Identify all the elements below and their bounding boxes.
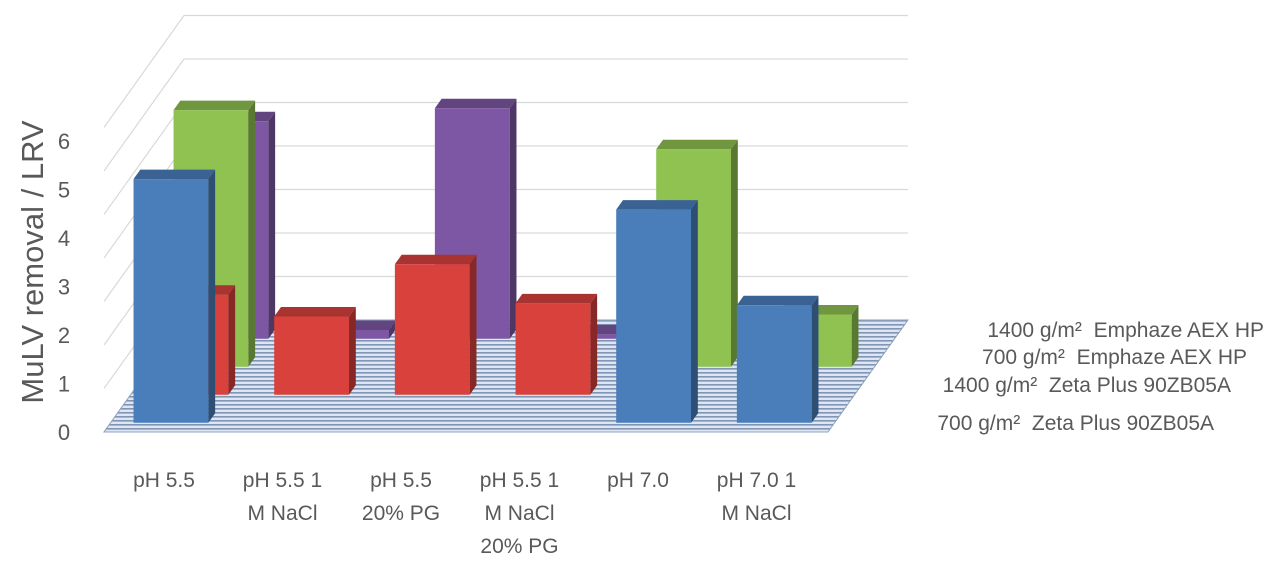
bar-top [274, 306, 356, 317]
x-tick-label: pH 5.5 [370, 469, 432, 492]
chart-bars [133, 98, 859, 423]
bar [515, 293, 598, 395]
bar [736, 295, 819, 423]
y-tick-label: 4 [58, 226, 70, 251]
bar-side [208, 169, 216, 423]
bar-side [469, 254, 477, 395]
bar-top [515, 293, 598, 304]
bar-side [691, 200, 698, 423]
bar-side [851, 305, 859, 367]
x-tick-label: pH 5.5 1 [243, 469, 322, 492]
bar [394, 254, 477, 395]
bar-side [349, 306, 356, 395]
x-tick-label: pH 7.0 [607, 469, 669, 492]
x-tick-label: M NaCl [484, 502, 554, 525]
bar-top [173, 100, 256, 111]
legend-entry: 1400 g/m² Zeta Plus 90ZB05A [943, 374, 1231, 397]
bar-side [389, 320, 396, 339]
bar-front [274, 316, 350, 395]
bar-top [656, 139, 738, 150]
bar [133, 169, 216, 423]
series-legend: 1400 g/m² Emphaze AEX HP 700 g/m² Emphaze… [937, 319, 1264, 435]
y-tick-label: 3 [58, 275, 70, 300]
x-tick-label: pH 5.5 [133, 469, 195, 492]
bar-front [515, 303, 591, 395]
y-tick-label: 2 [58, 323, 70, 348]
bar-top [616, 200, 698, 210]
bar-front [133, 179, 209, 423]
y-tick-label: 6 [58, 129, 70, 154]
bar-side [731, 139, 738, 367]
bar-top [394, 254, 477, 265]
x-tick-label: M NaCl [247, 502, 317, 525]
y-tick-label: 1 [58, 372, 70, 397]
legend-entry: 700 g/m² Zeta Plus 90ZB05A [937, 412, 1214, 435]
x-tick-label: pH 5.5 1 [480, 469, 559, 492]
y-axis-title: MuLV removal / LRV [15, 120, 50, 403]
x-tick-label: 20% PG [362, 502, 440, 525]
bar-side [248, 100, 256, 367]
x-axis-labels: pH 5.5 pH 5.5 1 M NaCl pH 5.5 20% PG pH 5.5 1… [133, 469, 796, 558]
gridline [103, 58, 908, 172]
y-tick-label: 5 [58, 178, 70, 203]
bar-top [434, 98, 517, 109]
bar-side [228, 285, 236, 395]
y-axis-ticks: 0 1 2 3 4 5 6 [58, 129, 70, 445]
bar-front [736, 305, 812, 423]
x-tick-label: M NaCl [721, 502, 791, 525]
bar-front [394, 264, 470, 395]
bar-top [133, 169, 216, 180]
bar-side [268, 111, 276, 339]
bar [274, 306, 356, 395]
bar [616, 200, 698, 423]
bar-side [509, 98, 517, 339]
bar-side [590, 293, 598, 395]
legend-entry: 1400 g/m² Emphaze AEX HP [987, 319, 1264, 342]
y-tick-label: 0 [58, 420, 70, 445]
bar-front [616, 209, 692, 423]
gridline [103, 14, 908, 128]
x-tick-label: pH 7.0 1 [717, 469, 796, 492]
legend-entry: 700 g/m² Emphaze AEX HP [982, 346, 1247, 369]
bar-side [811, 295, 819, 423]
x-tick-label: 20% PG [480, 535, 558, 558]
bar-top [736, 295, 819, 306]
